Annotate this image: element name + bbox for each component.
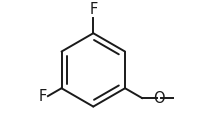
Text: F: F [89, 2, 97, 17]
Text: O: O [153, 91, 165, 106]
Text: F: F [39, 89, 47, 104]
